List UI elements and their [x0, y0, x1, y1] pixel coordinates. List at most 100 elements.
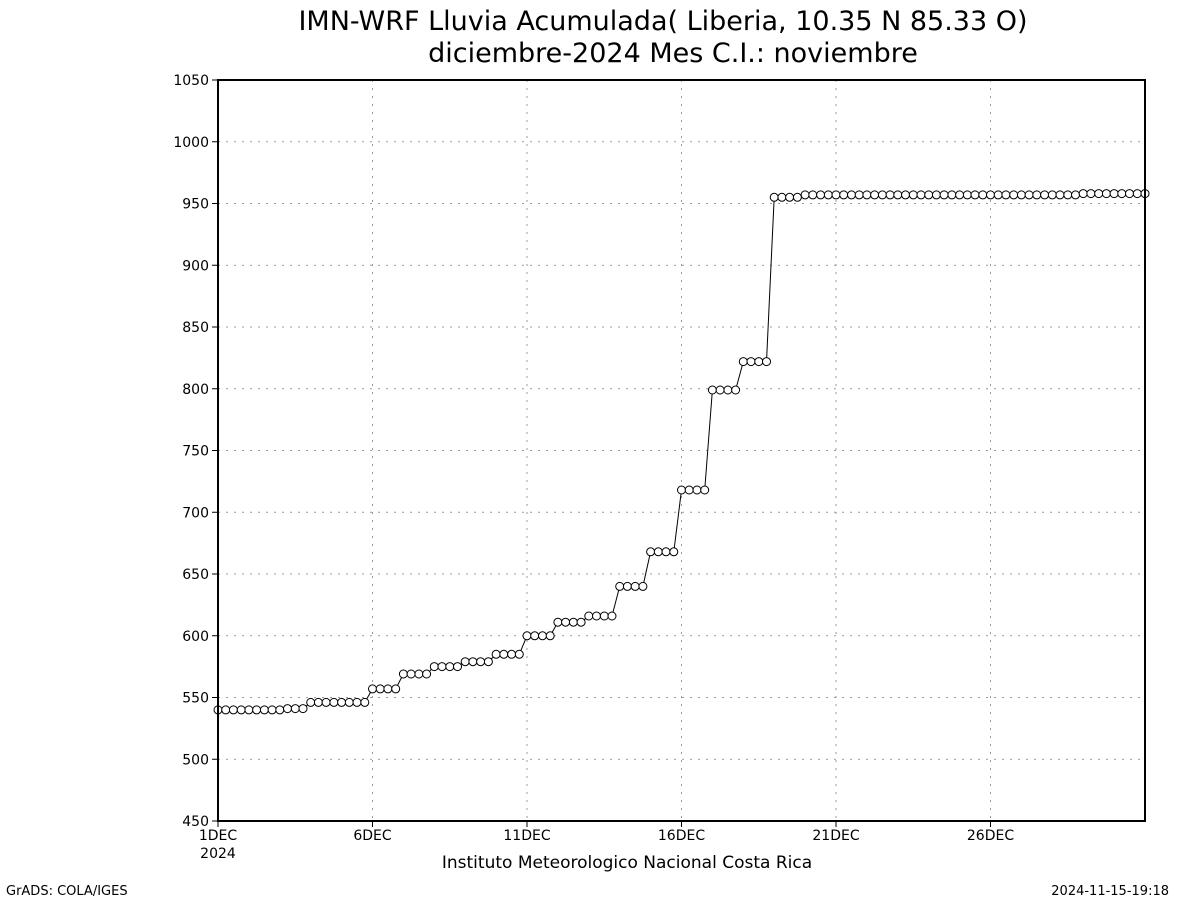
data-point — [947, 190, 957, 200]
data-point — [970, 190, 980, 200]
data-point — [677, 485, 686, 495]
data-point — [638, 581, 648, 591]
x-tick-label: 16DEC — [658, 828, 705, 844]
data-point — [545, 631, 555, 641]
data-point — [283, 704, 292, 714]
data-point — [1001, 190, 1011, 200]
data-point — [344, 697, 354, 707]
data-point — [383, 684, 393, 694]
data-point — [313, 697, 323, 707]
data-point — [777, 192, 787, 202]
data-point — [1094, 189, 1104, 199]
data-point — [414, 669, 424, 679]
data-point — [993, 190, 1003, 200]
x-tick-label: 6DEC — [353, 828, 392, 844]
y-tick-label: 800 — [182, 382, 209, 398]
data-point — [607, 611, 617, 621]
data-point — [661, 547, 671, 557]
y-tick-label: 650 — [182, 567, 209, 583]
data-point — [538, 631, 547, 641]
data-point — [228, 705, 238, 715]
data-point — [792, 192, 802, 202]
data-point — [568, 617, 578, 627]
data-point — [259, 705, 269, 715]
x-tick-label: 11DEC — [503, 828, 550, 844]
data-point — [622, 581, 632, 591]
data-point — [854, 190, 864, 200]
y-tick-label: 700 — [182, 505, 209, 521]
y-axis-ticks: 450 500 550 600 650 700 750 800 850 900 950 1000 105… — [173, 73, 218, 830]
data-point — [1040, 190, 1050, 200]
data-point — [1016, 190, 1026, 200]
data-point — [831, 190, 841, 200]
data-point — [329, 697, 339, 707]
data-point — [615, 581, 625, 591]
data-point — [1032, 190, 1042, 200]
data-point — [352, 697, 362, 707]
data-point — [707, 385, 717, 395]
data-point — [1024, 190, 1034, 200]
data-point — [847, 190, 856, 200]
data-point — [460, 657, 470, 667]
data-point — [754, 357, 764, 367]
data-point — [468, 657, 478, 667]
data-point — [885, 190, 895, 200]
data-point — [375, 684, 385, 694]
data-point — [530, 631, 540, 641]
data-point — [422, 669, 432, 679]
data-point — [499, 649, 509, 659]
data-point — [576, 617, 586, 627]
data-point — [808, 190, 818, 200]
y-tick-label: 450 — [182, 814, 209, 830]
x-tick-sublabel: 2024 — [200, 846, 236, 862]
y-tick-label: 1050 — [173, 73, 209, 89]
data-point — [1132, 189, 1142, 199]
data-point — [823, 190, 833, 200]
plot-frame — [217, 79, 1146, 822]
data-point — [955, 190, 965, 200]
data-point — [1078, 189, 1088, 199]
data-point — [406, 669, 416, 679]
data-point — [738, 357, 748, 367]
data-point — [592, 611, 601, 621]
data-point — [483, 657, 493, 667]
data-point — [1109, 189, 1119, 199]
y-tick-label: 550 — [182, 691, 209, 707]
data-point — [321, 697, 331, 707]
x-axis-label: Instituto Meteorologico Nacional Costa R… — [442, 853, 812, 873]
data-point — [275, 705, 285, 715]
data-point — [669, 547, 679, 557]
data-point — [862, 190, 872, 200]
data-point — [553, 617, 563, 627]
data-point — [429, 662, 439, 672]
data-point — [1101, 189, 1111, 199]
data-point — [715, 385, 725, 395]
y-tick-label: 500 — [182, 752, 209, 768]
y-tick-label: 850 — [182, 320, 209, 336]
data-point — [360, 697, 370, 707]
data-point — [236, 705, 246, 715]
data-point — [368, 684, 377, 694]
data-point — [1047, 190, 1057, 200]
footer-right: 2024-11-15-19:18 — [1051, 884, 1169, 899]
data-point — [453, 662, 462, 672]
data-point — [398, 669, 408, 679]
data-point — [1071, 190, 1080, 200]
y-tick-label: 900 — [182, 258, 209, 274]
data-point — [507, 649, 517, 659]
data-point — [762, 357, 771, 367]
data-point — [877, 190, 887, 200]
y-tick-label: 750 — [182, 444, 209, 460]
data-point — [893, 190, 903, 200]
data-point — [653, 547, 663, 557]
data-point — [244, 705, 254, 715]
data-point — [476, 657, 486, 667]
data-point — [267, 705, 277, 715]
x-tick-label: 21DEC — [812, 828, 859, 844]
data-point — [978, 190, 988, 200]
data-point — [298, 704, 308, 714]
data-point — [870, 190, 880, 200]
data-point — [491, 649, 501, 659]
data-point — [916, 190, 926, 200]
